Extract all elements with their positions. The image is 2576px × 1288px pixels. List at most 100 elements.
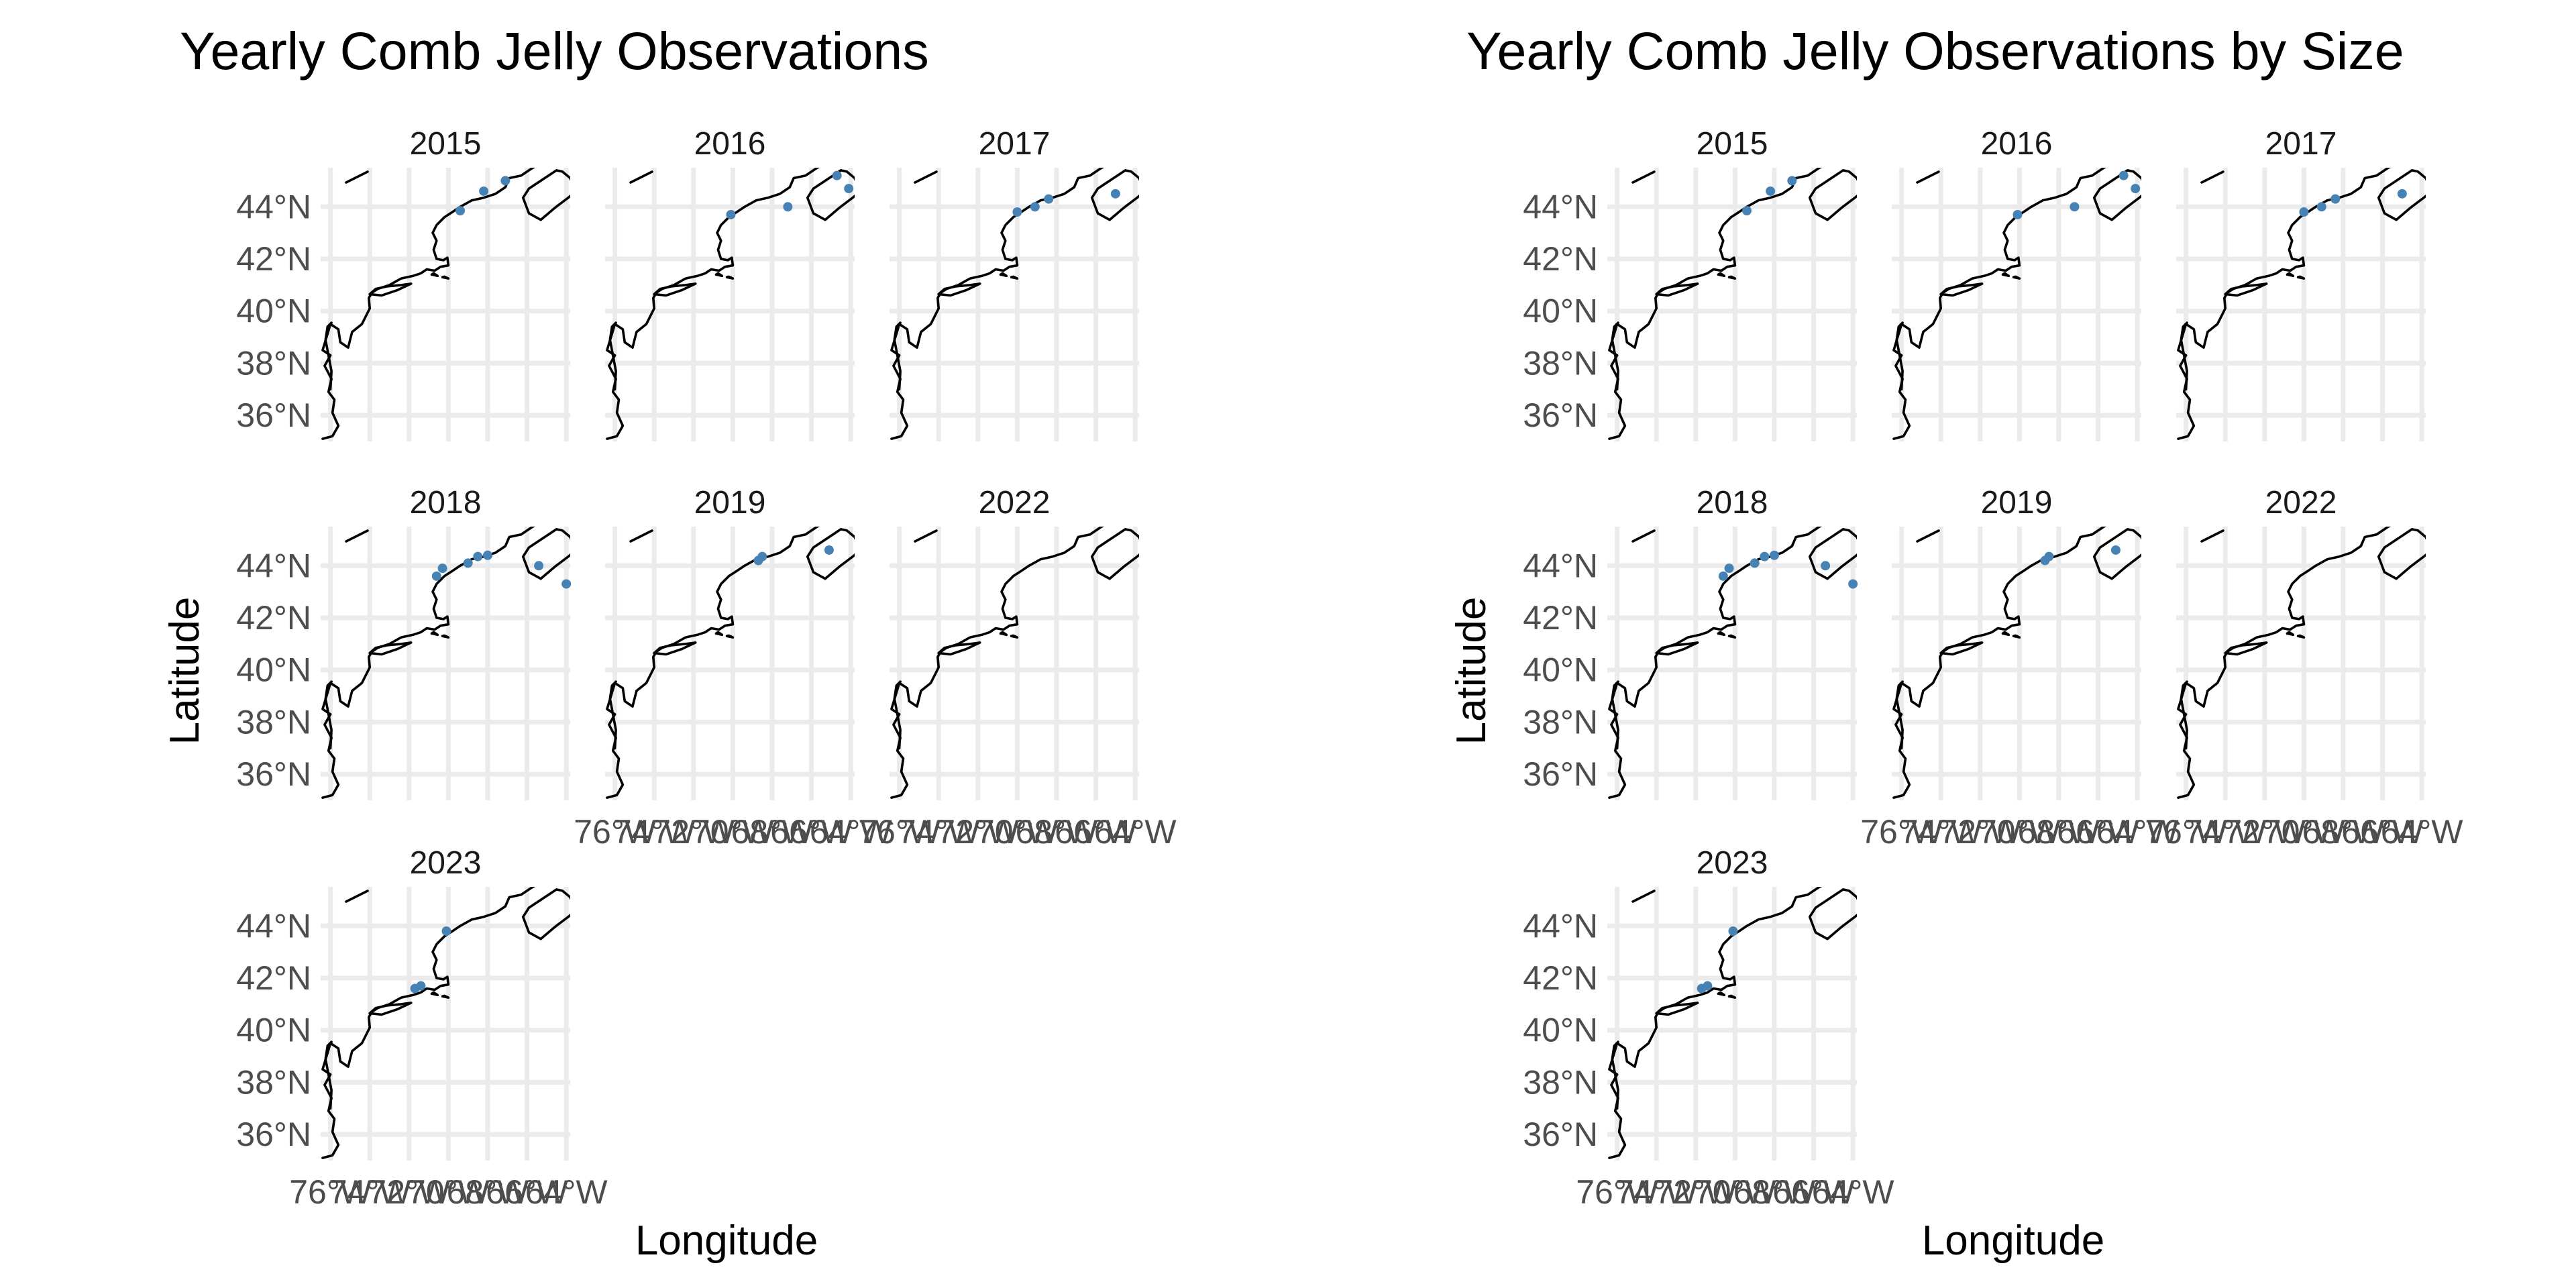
- y-tick-label: 42°N: [236, 959, 311, 997]
- data-point: [1012, 207, 1022, 217]
- coastline: [2001, 272, 2010, 278]
- x-tick-label: 70°W: [1978, 813, 2061, 851]
- coastline: [2001, 631, 2010, 637]
- y-tick-label: 36°N: [236, 396, 311, 434]
- data-point: [561, 579, 572, 589]
- coastline: [937, 641, 981, 656]
- coastline: [1655, 1002, 1699, 1016]
- x-tick-label: 66°W: [486, 1173, 569, 1211]
- x-tick-label: 66°W: [1055, 813, 1138, 851]
- coastline: [1939, 641, 1984, 656]
- coastline: [725, 275, 735, 280]
- x-tick-label: 68°W: [447, 1173, 530, 1211]
- data-point: [2070, 202, 2080, 212]
- coastline: [368, 1002, 413, 1016]
- data-point: [1848, 579, 1858, 589]
- y-axis-title: Latitude: [1448, 597, 1495, 745]
- data-point: [1044, 194, 1054, 204]
- coastline: [430, 991, 439, 997]
- x-tick-label: 68°W: [1016, 813, 1099, 851]
- coastline: [608, 680, 617, 750]
- facet-label: 2016: [694, 126, 766, 162]
- data-point: [534, 561, 544, 571]
- coastline: [1655, 282, 1699, 297]
- coastline: [1939, 282, 1984, 297]
- facet-label: 2023: [1697, 845, 1768, 881]
- data-point: [1750, 558, 1760, 568]
- data-point: [500, 176, 511, 186]
- x-tick-label: 76°W: [574, 813, 657, 851]
- facet-panel: 2016: [605, 126, 855, 441]
- x-tick-label: 70°W: [692, 813, 775, 851]
- coastline: [629, 170, 653, 184]
- facet-panel: 2022 76°W74°W72°W70°W68°W66°W64°W: [858, 485, 1177, 851]
- x-tick-label: 68°W: [2018, 813, 2101, 851]
- y-tick-label: 36°N: [236, 1116, 311, 1153]
- x-tick-label: 76°W: [1576, 1173, 1659, 1211]
- x-tick-label: 72°W: [2223, 813, 2306, 851]
- data-point: [1030, 202, 1040, 212]
- coastline: [2200, 529, 2224, 543]
- y-tick-label: 40°N: [1523, 651, 1598, 689]
- y-tick-label: 42°N: [236, 599, 311, 637]
- x-tick-label: 74°W: [613, 813, 696, 851]
- facet-panel: 2019 76°W74°W72°W70°W68°W66°W64°W: [1860, 485, 2179, 851]
- y-tick-label: 38°N: [1523, 703, 1598, 741]
- coastline: [1808, 169, 1857, 221]
- coastline: [2377, 528, 2426, 580]
- y-tick-label: 38°N: [1523, 1063, 1598, 1101]
- coastline: [368, 641, 413, 656]
- x-axis-title: Longitude: [1922, 1218, 2104, 1264]
- data-point: [832, 170, 842, 180]
- facet-panels: 2015 36°N 38°N 40°N 42°N 44°N 2016 2017 2018 36°N…: [1523, 126, 2463, 1211]
- x-tick-label: 72°W: [652, 813, 735, 851]
- coastline: [2180, 321, 2188, 391]
- coastline: [2200, 170, 2224, 184]
- data-point: [463, 558, 473, 568]
- coastline: [1717, 991, 1726, 997]
- facet-label: 2015: [1697, 126, 1768, 162]
- coastline: [521, 169, 570, 221]
- data-point: [2131, 184, 2141, 194]
- x-tick-label: 76°W: [1860, 813, 1943, 851]
- y-axis-title: Latitude: [162, 597, 208, 745]
- coastline: [806, 169, 855, 221]
- coastline: [1727, 634, 1737, 639]
- data-point: [2299, 207, 2309, 217]
- data-point: [2012, 209, 2023, 219]
- x-tick-label: 74°W: [329, 1173, 412, 1211]
- x-tick-label: 64°W: [1812, 1173, 1895, 1211]
- data-point: [1741, 206, 1752, 216]
- coastline: [914, 529, 938, 543]
- coastline: [714, 631, 724, 637]
- y-tick-label: 38°N: [236, 344, 311, 382]
- y-tick-label: 36°N: [1523, 755, 1598, 793]
- coastline: [1808, 888, 1857, 941]
- coastline: [441, 634, 450, 639]
- data-point: [441, 926, 451, 936]
- x-tick-label: 72°W: [368, 1173, 451, 1211]
- facet-panel: 2015 36°N 38°N 40°N 42°N 44°N: [1523, 126, 1857, 441]
- x-tick-label: 66°W: [2057, 813, 2140, 851]
- chart-left: Yearly Comb Jelly Observations Latitude …: [162, 21, 1177, 1264]
- y-tick-label: 38°N: [236, 1063, 311, 1101]
- coastline: [521, 528, 570, 580]
- coastline: [999, 631, 1008, 637]
- data-point: [783, 202, 793, 212]
- coastline: [1611, 321, 1619, 391]
- x-tick-label: 70°W: [407, 1173, 490, 1211]
- facet-panel: 2022 76°W74°W72°W70°W68°W66°W64°W: [2145, 485, 2463, 851]
- chart-title: Yearly Comb Jelly Observations: [180, 21, 929, 80]
- x-tick-label: 72°W: [1939, 813, 2022, 851]
- coastline: [1717, 272, 1726, 278]
- data-point: [1821, 561, 1831, 571]
- coastline: [1631, 529, 1656, 543]
- coastline: [1611, 1040, 1619, 1110]
- x-tick-label: 74°W: [2184, 813, 2267, 851]
- coastline: [1895, 680, 1904, 750]
- coastline: [725, 634, 735, 639]
- y-tick-label: 40°N: [1523, 1012, 1598, 1049]
- coastline: [441, 275, 450, 280]
- x-axis-title: Longitude: [635, 1218, 818, 1264]
- data-point: [824, 545, 834, 555]
